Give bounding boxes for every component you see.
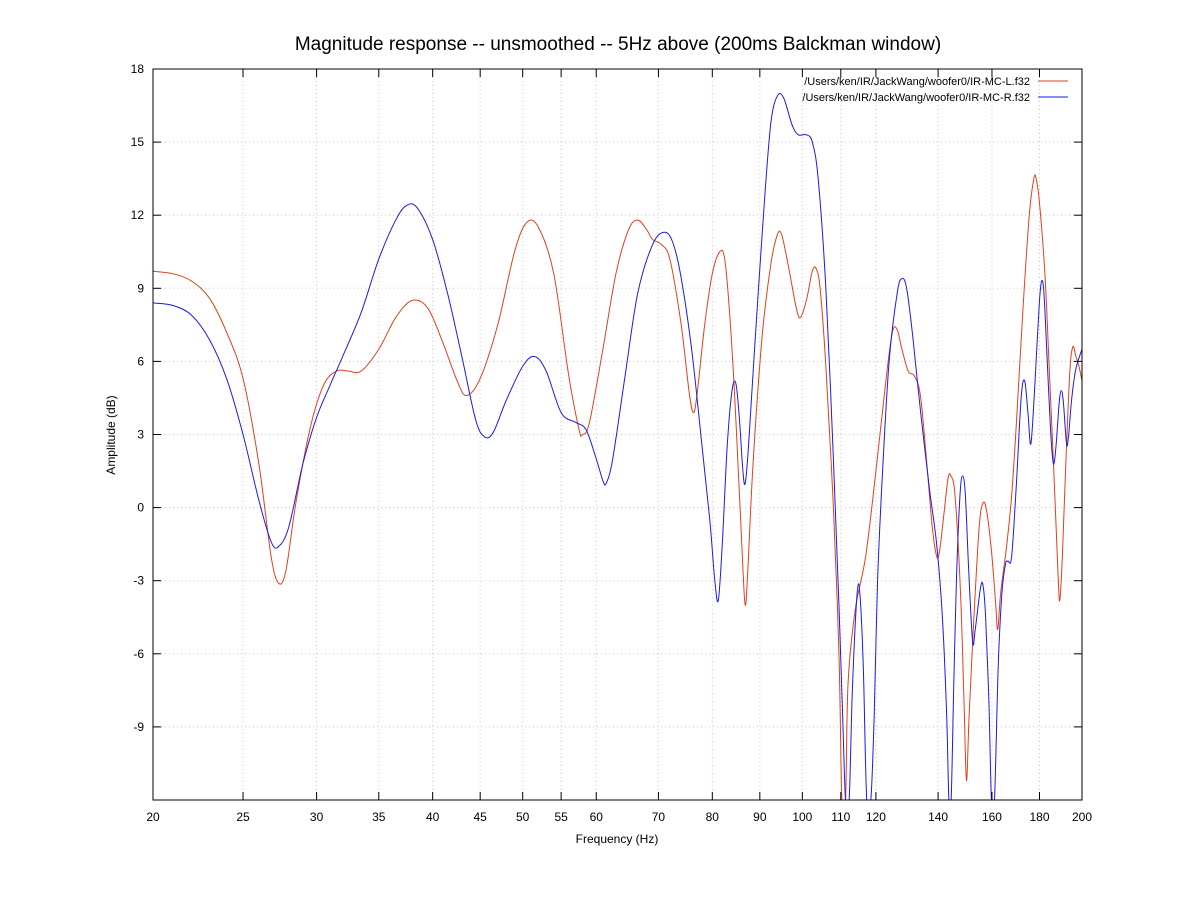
x-tick-label: 30 <box>310 810 324 824</box>
y-tick-label: 9 <box>137 281 144 295</box>
y-axis-label: Amplitude (dB) <box>104 395 118 474</box>
x-tick-label: 25 <box>236 810 250 824</box>
legend-label-left: /Users/ken/IR/JackWang/woofer0/IR-MC-L.f… <box>804 76 1030 88</box>
chart-title: Magnitude response -- unsmoothed -- 5Hz … <box>294 34 942 55</box>
x-tick-label: 45 <box>473 810 487 824</box>
y-tick-label: 18 <box>131 62 145 76</box>
x-tick-label: 55 <box>554 810 568 824</box>
series-line-right <box>153 93 1082 800</box>
x-tick-label: 120 <box>866 810 886 824</box>
y-tick-label: -3 <box>133 574 144 588</box>
tick-layer: 20 25 30 35 40 45 50 55 60 70 80 90 100 110 120 140 160 1… <box>131 62 1093 824</box>
x-tick-label: 110 <box>831 810 850 824</box>
x-tick-label: 160 <box>982 810 1002 824</box>
x-axis-label: Frequency (Hz) <box>576 832 659 846</box>
y-tick-label: 0 <box>137 501 144 515</box>
x-tick-label: 70 <box>652 810 666 824</box>
x-tick-label: 180 <box>1029 810 1049 824</box>
y-tick-label: -6 <box>133 647 144 661</box>
x-tick-label: 50 <box>516 810 530 824</box>
x-tick-label: 90 <box>753 810 767 824</box>
x-tick-label: 200 <box>1072 810 1092 824</box>
x-tick-label: 60 <box>590 810 604 824</box>
series-line-left <box>153 174 1082 800</box>
x-tick-label: 20 <box>146 810 160 824</box>
legend: /Users/ken/IR/JackWang/woofer0/IR-MC-L.f… <box>802 76 1068 104</box>
x-tick-label: 140 <box>928 810 948 824</box>
y-tick-label: -9 <box>133 720 144 734</box>
legend-label-right: /Users/ken/IR/JackWang/woofer0/IR-MC-R.f… <box>802 92 1030 104</box>
y-tick-label: 12 <box>131 208 145 222</box>
grid-layer <box>153 69 1082 800</box>
x-tick-label: 40 <box>426 810 440 824</box>
y-tick-label: 3 <box>137 428 144 442</box>
series-layer <box>153 93 1082 800</box>
x-tick-label: 80 <box>706 810 720 824</box>
x-tick-label: 35 <box>372 810 386 824</box>
y-tick-label: 6 <box>137 354 144 368</box>
y-tick-label: 15 <box>131 135 145 149</box>
x-tick-label: 100 <box>792 810 812 824</box>
